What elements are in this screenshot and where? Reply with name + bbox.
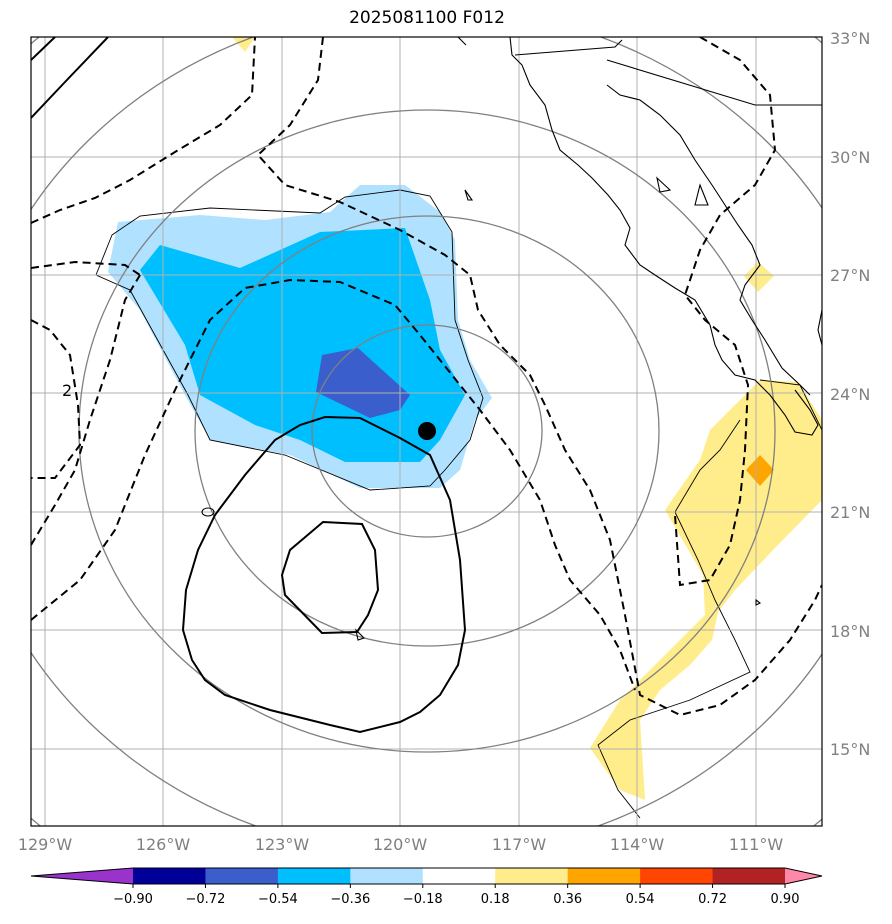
solid-contours — [31, 37, 467, 734]
colorbar-segment — [640, 868, 714, 884]
lon-label: 120°W — [373, 835, 428, 854]
positive-anomaly-small-1 — [744, 262, 774, 292]
colorbar-tick-label: −0.90 — [113, 892, 153, 907]
colorbar-tick-label: −0.36 — [330, 892, 370, 907]
lon-label: 129°W — [18, 835, 73, 854]
map-frame — [30, 36, 823, 827]
borders — [514, 39, 822, 106]
longitude-labels: 129°W 126°W 123°W 120°W 117°W 114°W 111°… — [18, 835, 784, 854]
positive-anomaly-small-2 — [232, 37, 255, 52]
lon-label: 123°W — [255, 835, 310, 854]
lat-label: 18°N — [830, 622, 870, 641]
colorbar-extend-high — [785, 868, 822, 884]
lat-label: 24°N — [830, 385, 870, 404]
lon-label: 126°W — [136, 835, 191, 854]
positive-anomaly-orange — [746, 455, 774, 486]
colorbar-segment — [422, 868, 496, 884]
colorbar-tick-label: 0.54 — [626, 892, 655, 907]
colorbar-tick-label: −0.72 — [186, 892, 226, 907]
storm-center-marker — [418, 422, 436, 440]
colorbar-segment — [350, 868, 424, 884]
lat-label: 21°N — [830, 503, 870, 522]
colorbar-tick-label: −0.18 — [403, 892, 443, 907]
colorbar-segment — [712, 868, 786, 884]
latitude-labels: 33°N 30°N 27°N 24°N 21°N 18°N 15°N — [830, 29, 870, 759]
colorbar-tick-label: 0.36 — [553, 892, 582, 907]
colorbar-tick-label: 0.72 — [698, 892, 727, 907]
lat-label: 15°N — [830, 740, 870, 759]
colorbar-segment — [277, 868, 351, 884]
colorbar-segment — [567, 868, 641, 884]
colorbar-segment — [133, 868, 206, 884]
positive-anomaly-baja — [590, 380, 822, 800]
coastlines — [201, 37, 822, 641]
graticule — [31, 37, 822, 826]
negative-anomaly-strong — [316, 348, 410, 418]
map-title: 2025081100 F012 — [349, 8, 505, 28]
colorbar: −0.90 −0.72 −0.54 −0.36 −0.18 0.18 0.36 0.54 0.7… — [30, 867, 823, 907]
lon-label: 114°W — [610, 835, 665, 854]
lat-label: 27°N — [830, 266, 870, 285]
colorbar-tick-label: 0.90 — [771, 892, 800, 907]
colorbar-segment — [205, 868, 279, 884]
colorbar-tick-label: −0.54 — [258, 892, 298, 907]
lat-label: 33°N — [830, 29, 870, 48]
lat-label: 30°N — [830, 148, 870, 167]
contour-label: 2 — [62, 381, 72, 400]
lon-label: 111°W — [729, 835, 784, 854]
dashed-contours — [31, 37, 822, 717]
colorbar-extend-low — [31, 868, 133, 884]
colorbar-segment — [495, 868, 569, 884]
lon-label: 117°W — [492, 835, 547, 854]
colorbar-tick-label: 0.18 — [481, 892, 510, 907]
region-outline — [95, 189, 484, 491]
